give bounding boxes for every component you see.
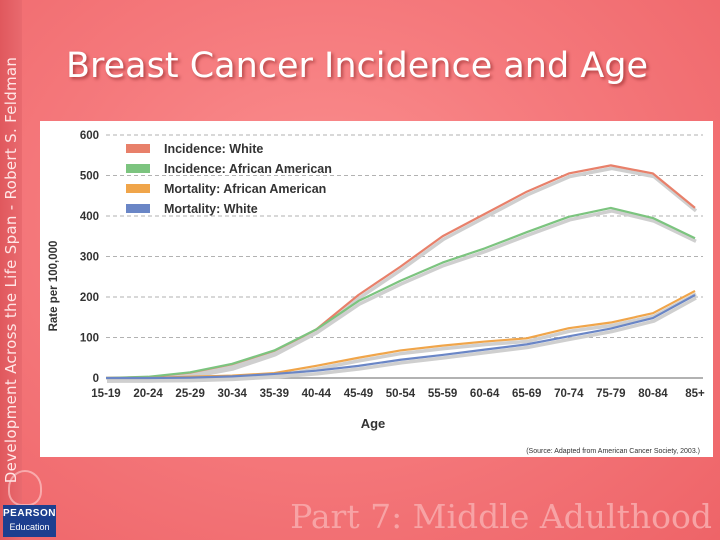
- x-tick-label: 30-34: [218, 388, 248, 400]
- line-chart: Incidence: White Incidence: African Ameri…: [48, 130, 705, 455]
- x-tick-label: 20-24: [133, 388, 163, 400]
- x-axis-label: Age: [361, 416, 386, 431]
- legend-label: Mortality: White: [164, 202, 258, 216]
- series-line-shadow: [107, 296, 697, 383]
- y-axis-label: Rate per 100,000: [48, 241, 60, 332]
- y-tick-label: 200: [80, 292, 99, 304]
- series-line: [105, 206, 696, 380]
- slide-title: Breast Cancer Incidence and Age: [66, 46, 649, 86]
- series-line: [106, 289, 696, 380]
- y-tick-labels: 0 100 200 300 400 500 600: [80, 130, 99, 385]
- y-tick-label: 100: [80, 333, 99, 345]
- x-tick-label: 15-19: [91, 388, 120, 400]
- x-tick-label: 25-29: [175, 388, 204, 400]
- x-tick-label: 50-54: [386, 388, 416, 400]
- side-strip: Development Across the Life Span - Rober…: [0, 0, 22, 540]
- logo-line-1: PEARSON: [3, 508, 56, 519]
- y-tick-label: 400: [80, 211, 99, 223]
- x-tick-label: 70-74: [554, 388, 584, 400]
- x-tick-label: 35-39: [260, 388, 289, 400]
- x-tick-label: 45-49: [344, 388, 373, 400]
- legend-swatch: [126, 204, 150, 213]
- ribbon-emblem-icon: [8, 470, 42, 506]
- legend-label: Incidence: White: [164, 142, 263, 156]
- grid-lines: [106, 134, 703, 379]
- x-tick-label: 55-59: [428, 388, 457, 400]
- y-tick-label: 500: [80, 171, 99, 183]
- legend-swatch: [126, 164, 150, 173]
- y-tick-label: 600: [80, 130, 99, 142]
- x-tick-label: 60-64: [470, 388, 500, 400]
- series-line-shadow: [106, 166, 698, 383]
- x-tick-labels: 15-19 20-24 25-29 30-34 35-39 40-44 45-49 50-54…: [91, 388, 705, 400]
- x-tick-label: 40-44: [302, 388, 332, 400]
- legend: Incidence: White Incidence: African Ameri…: [126, 142, 332, 216]
- y-tick-label: 0: [93, 373, 99, 385]
- series-line: [106, 294, 696, 380]
- legend-swatch: [126, 144, 150, 153]
- y-tick-label: 300: [80, 252, 99, 264]
- x-tick-label: 75-79: [596, 388, 625, 400]
- x-tick-label: 85+: [685, 388, 705, 400]
- legend-label: Incidence: African American: [164, 162, 332, 176]
- series-lines: [105, 164, 698, 383]
- legend-swatch: [126, 184, 150, 193]
- x-tick-label: 65-69: [512, 388, 541, 400]
- logo-line-2: Education: [9, 522, 50, 532]
- side-credit-text: Development Across the Life Span - Rober…: [2, 56, 20, 484]
- x-tick-label: 80-84: [638, 388, 668, 400]
- footer-part-title: Part 7: Middle Adulthood: [290, 497, 712, 536]
- source-note: (Source: Adapted from American Cancer So…: [526, 448, 700, 455]
- legend-label: Mortality: African American: [164, 182, 326, 196]
- pearson-logo: PEARSON Education: [3, 505, 56, 537]
- series-line-shadow: [106, 209, 697, 383]
- chart-panel: Incidence: White Incidence: African Ameri…: [40, 121, 713, 457]
